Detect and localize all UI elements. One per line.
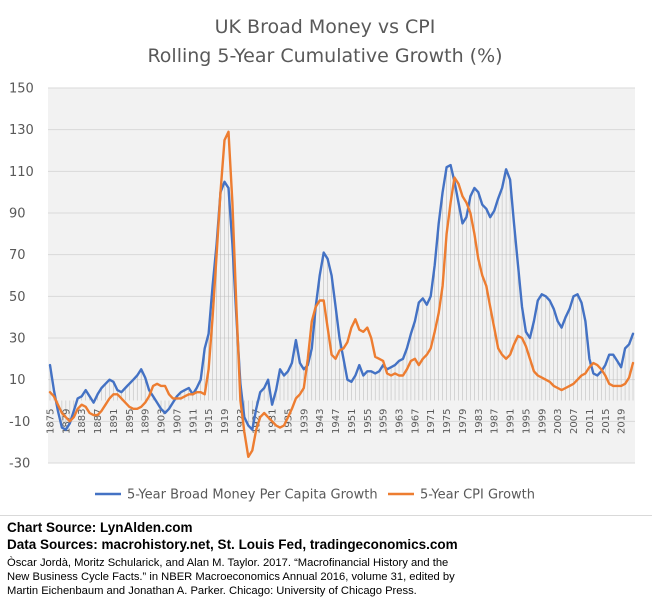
x-tick-label: 1951 [347, 409, 358, 434]
x-tick-label: 1935 [283, 409, 294, 434]
chart-title-line-2: Rolling 5-Year Cumulative Growth (%) [147, 45, 502, 67]
plot-area [48, 88, 635, 463]
x-tick-label: 1939 [299, 409, 310, 434]
legend: 5-Year Broad Money Per Capita Growth 5-Y… [95, 488, 535, 503]
x-tick-label: 1983 [474, 409, 485, 434]
sources-block: Chart Source: LynAlden.com Data Sources:… [7, 519, 647, 598]
x-tick-label: 1883 [77, 409, 88, 434]
y-tick-label: 50 [9, 290, 26, 305]
x-tick-label: 2011 [585, 409, 596, 434]
series-line-cpi [48, 130, 635, 458]
legend-cpi-label: 5-Year CPI Growth [420, 488, 535, 503]
y-axis-ticks: 150 130 110 90 70 50 30 10 -10 -30 [9, 82, 34, 472]
y-tick-label: 10 [9, 373, 26, 388]
x-tick-label: 1943 [315, 409, 326, 434]
chart-source-text: Chart Source: LynAlden.com [7, 520, 193, 535]
x-tick-label: 1979 [458, 409, 469, 434]
x-axis-ticks: 1875 1879 1883 1887 1891 1895 1899 1903 1907 1911… [45, 409, 627, 434]
x-tick-label: 1891 [109, 409, 120, 434]
x-tick-label: 1967 [410, 409, 421, 434]
x-tick-label: 1911 [188, 409, 199, 434]
x-tick-label: 1975 [442, 409, 453, 434]
x-tick-label: 1923 [236, 409, 247, 434]
y-tick-label: -10 [9, 415, 30, 430]
x-tick-label: 1879 [61, 409, 72, 434]
citation-line-2: New Business Cycle Facts.” in NBER Macro… [7, 571, 455, 583]
citation-line-3: Martin Eichenbaum and Jonathan A. Parker… [7, 585, 417, 597]
x-tick-label: 1999 [537, 409, 548, 434]
x-tick-label: 1947 [331, 409, 342, 434]
y-tick-label: -30 [9, 457, 30, 472]
x-tick-label: 1959 [379, 409, 390, 434]
y-tick-label: 130 [9, 123, 34, 138]
x-tick-label: 1875 [45, 409, 56, 434]
x-tick-label: 2019 [617, 409, 628, 434]
x-tick-label: 1887 [93, 409, 104, 434]
data-sources-text: Data Sources: macrohistory.net, St. Loui… [7, 537, 458, 552]
x-tick-label: 1915 [204, 409, 215, 434]
y-tick-label: 150 [9, 82, 34, 97]
y-tick-label: 110 [9, 165, 34, 180]
x-tick-label: 1987 [490, 409, 501, 434]
x-tick-label: 1895 [125, 409, 136, 434]
x-tick-label: 2007 [569, 409, 580, 434]
x-tick-label: 1907 [172, 409, 183, 434]
x-tick-label: 1971 [426, 409, 437, 434]
x-tick-label: 1899 [141, 409, 152, 434]
y-tick-label: 30 [9, 332, 26, 347]
x-tick-label: 1927 [252, 409, 263, 434]
x-tick-label: 1903 [157, 409, 168, 434]
x-tick-label: 2015 [601, 409, 612, 434]
x-tick-label: 1991 [506, 409, 517, 434]
x-tick-label: 1995 [521, 409, 532, 434]
chart-title-line-1: UK Broad Money vs CPI [215, 16, 436, 38]
y-tick-label: 90 [9, 207, 26, 222]
chart-frame: UK Broad Money vs CPI Rolling 5-Year Cum… [0, 16, 652, 516]
legend-money-label: 5-Year Broad Money Per Capita Growth [127, 488, 378, 503]
citation-text: Òscar Jordà, Moritz Schularick, and Alan… [7, 556, 647, 598]
x-tick-label: 2003 [553, 409, 564, 434]
x-tick-label: 1919 [220, 409, 231, 434]
chart-svg: UK Broad Money vs CPI Rolling 5-Year Cum… [9, 16, 635, 503]
series-lines [48, 130, 635, 458]
citation-line-1: Òscar Jordà, Moritz Schularick, and Alan… [7, 557, 449, 569]
y-tick-label: 70 [9, 248, 26, 263]
x-tick-label: 1963 [395, 409, 406, 434]
x-tick-label: 1955 [363, 409, 374, 434]
